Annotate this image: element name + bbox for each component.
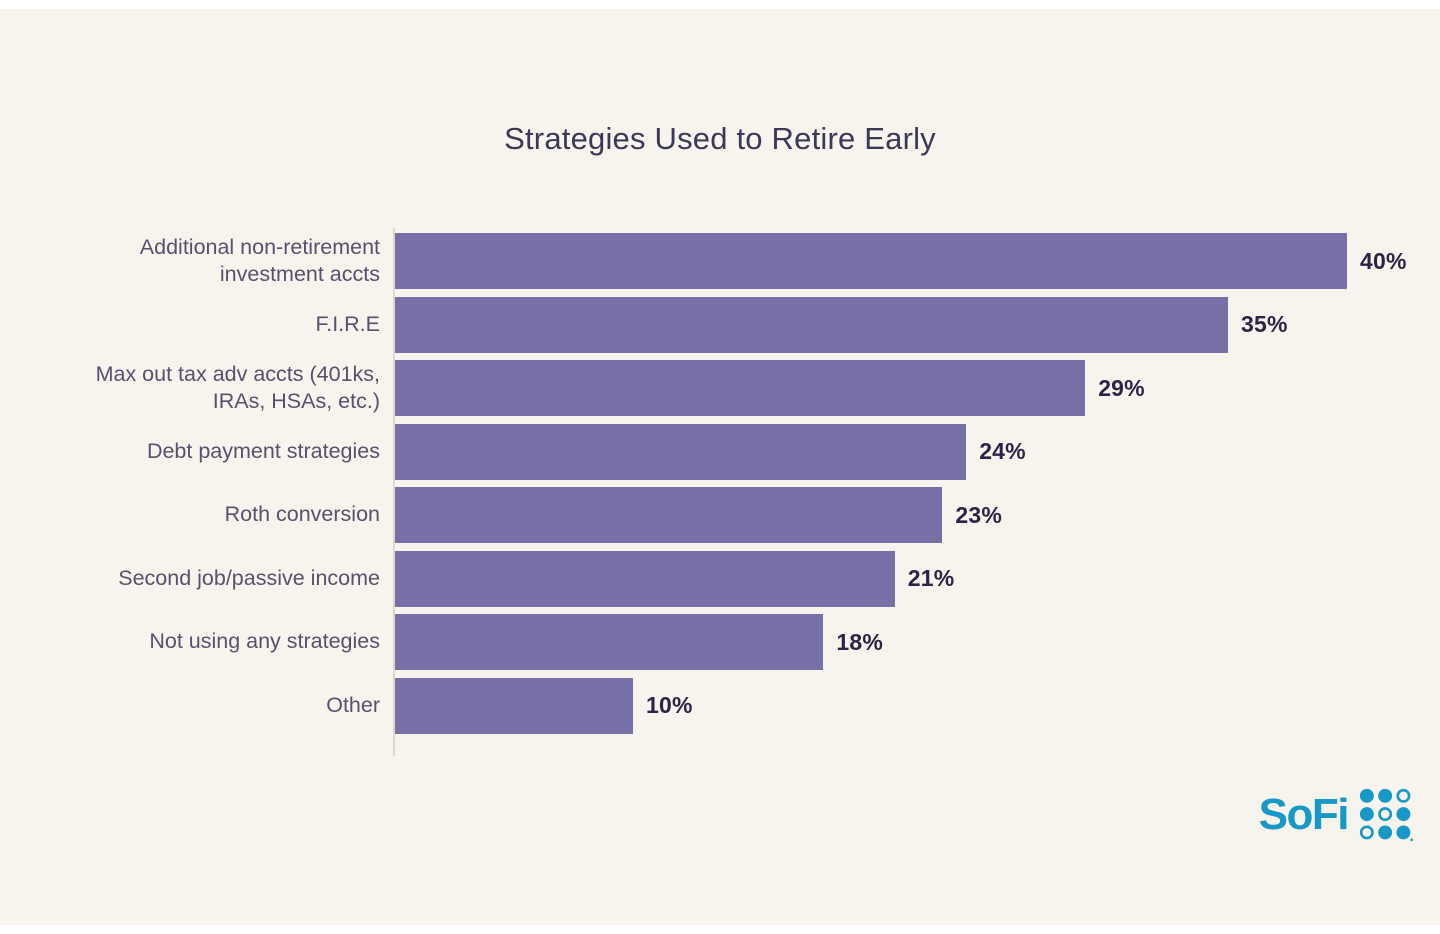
bar	[395, 487, 943, 543]
bar	[395, 296, 1228, 353]
bar-track: 18%	[395, 614, 1440, 670]
bar	[395, 423, 967, 480]
chart-row: Second job/passive income 21%	[0, 550, 1440, 607]
sofi-wordmark: SoFi	[1258, 790, 1350, 839]
chart-title: Strategies Used to Retire Early	[504, 121, 936, 156]
value-label: 23%	[955, 501, 1003, 528]
bar-track: 24%	[395, 423, 1440, 480]
bar-track: 40%	[395, 233, 1440, 289]
bar-track: 10%	[395, 677, 1440, 734]
chart-row: Max out tax adv accts (401ks, IRAs, HSAs…	[0, 360, 1440, 416]
bar	[395, 360, 1086, 416]
bar-chart: Additional non-retirement investment acc…	[0, 233, 1440, 741]
bar	[395, 614, 824, 670]
chart-row: Debt payment strategies 24%	[0, 423, 1440, 480]
category-label: Debt payment strategies	[146, 438, 380, 463]
chart-card: Strategies Used to Retire Early Addition…	[0, 9, 1440, 925]
chart-row: F.I.R.E 35%	[0, 296, 1440, 353]
category-label: Other	[326, 692, 380, 717]
bar-track: 21%	[395, 550, 1440, 607]
category-label: Max out tax adv accts (401ks, IRAs, HSAs…	[95, 361, 380, 413]
sofi-logo: SoFi	[1259, 788, 1413, 842]
category-label: Second job/passive income	[118, 565, 380, 590]
chart-row: Other 10%	[0, 677, 1440, 734]
bar	[395, 550, 895, 607]
value-label: 35%	[1241, 311, 1288, 337]
chart-row: Not using any strategies 18%	[0, 614, 1440, 670]
value-label: 24%	[979, 438, 1026, 464]
bar	[395, 677, 633, 734]
y-axis-line	[393, 228, 395, 756]
category-label: Roth conversion	[224, 502, 380, 527]
value-label: 10%	[646, 692, 693, 718]
chart-row: Roth conversion 23%	[0, 487, 1440, 543]
bar-track: 29%	[395, 360, 1440, 416]
value-label: 21%	[907, 565, 955, 591]
category-label: Additional non-retirement investment acc…	[139, 234, 380, 286]
category-label: F.I.R.E	[315, 311, 380, 336]
chart-row: Additional non-retirement investment acc…	[0, 233, 1440, 289]
value-label: 18%	[836, 628, 884, 655]
value-label: 29%	[1098, 374, 1145, 401]
category-label: Not using any strategies	[149, 629, 380, 654]
bar	[395, 233, 1347, 289]
bar-track: 23%	[395, 487, 1440, 543]
value-label: 40%	[1360, 247, 1407, 274]
bar-track: 35%	[395, 296, 1440, 353]
sofi-dots-icon	[1359, 788, 1413, 842]
